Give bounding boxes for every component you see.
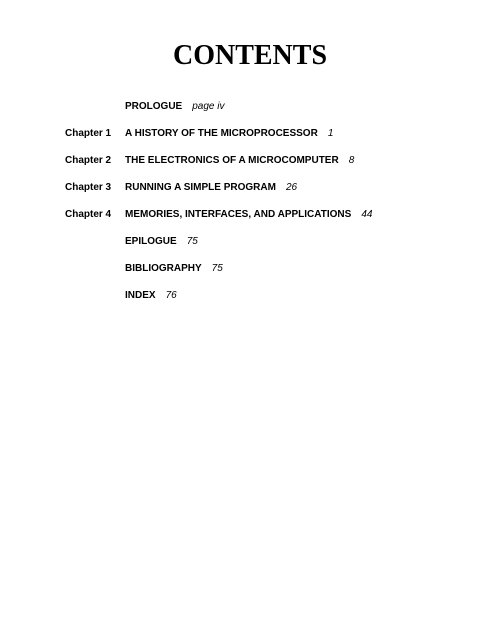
entry-title: EPILOGUE [125,235,177,249]
page-reference: 75 [212,262,223,276]
chapter-label: Chapter 1 [65,127,125,141]
toc-entry: INDEX 76 [65,289,465,303]
chapter-label [65,235,125,249]
chapter-label [65,289,125,303]
toc-entry: PROLOGUE page iv [65,100,465,114]
entry-title: BIBLIOGRAPHY [125,262,202,276]
page-reference: 1 [328,127,334,141]
entry-title: INDEX [125,289,156,303]
chapter-label: Chapter 3 [65,181,125,195]
page-reference: page iv [192,100,224,114]
page-reference: 26 [286,181,297,195]
page-title: CONTENTS [35,40,465,72]
page-reference: 8 [349,154,355,168]
entry-title: RUNNING A SIMPLE PROGRAM [125,181,276,195]
chapter-label [65,262,125,276]
entry-title: PROLOGUE [125,100,182,114]
toc-entry: BIBLIOGRAPHY 75 [65,262,465,276]
toc-entry: Chapter 3 RUNNING A SIMPLE PROGRAM 26 [65,181,465,195]
entry-title: A HISTORY OF THE MICROPROCESSOR [125,127,318,141]
page-reference: 75 [187,235,198,249]
entry-title: THE ELECTRONICS OF A MICROCOMPUTER [125,154,339,168]
toc-entry: Chapter 1 A HISTORY OF THE MICROPROCESSO… [65,127,465,141]
chapter-label: Chapter 4 [65,208,125,222]
page-reference: 44 [361,208,372,222]
table-of-contents: PROLOGUE page iv Chapter 1 A HISTORY OF … [35,100,465,303]
entry-title: MEMORIES, INTERFACES, AND APPLICATIONS [125,208,351,222]
toc-entry: EPILOGUE 75 [65,235,465,249]
chapter-label: Chapter 2 [65,154,125,168]
chapter-label [65,100,125,114]
toc-entry: Chapter 4 MEMORIES, INTERFACES, AND APPL… [65,208,465,222]
page-reference: 76 [166,289,177,303]
toc-entry: Chapter 2 THE ELECTRONICS OF A MICROCOMP… [65,154,465,168]
